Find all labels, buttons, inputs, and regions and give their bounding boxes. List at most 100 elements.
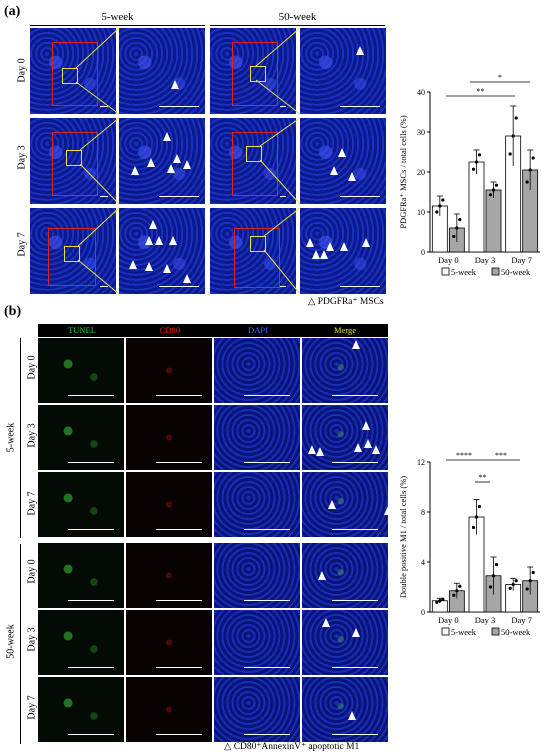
data-point: [488, 585, 493, 589]
micrograph-a-5w-day0-zoom: [119, 28, 205, 114]
scale-bar: [244, 600, 290, 602]
micrograph-a-5w-day3-zoom: [119, 118, 205, 204]
y-tick-label: 12: [417, 458, 425, 467]
scale-bar: [68, 529, 114, 531]
scale-bar: [68, 667, 114, 669]
micrograph-b-50w-day7-cd80: [126, 677, 212, 742]
scale-bar: [244, 734, 290, 736]
bar-50-week-day3: [485, 189, 502, 253]
x-tick-label: Day 3: [475, 255, 496, 265]
panel-b-group-50week: 50-week: [5, 624, 17, 659]
data-point: [452, 234, 456, 238]
arrowhead-marker: [362, 421, 370, 430]
micrograph-b-5w-day0-tunel: [38, 338, 124, 403]
bar-5-week-day3: [468, 161, 485, 253]
data-point: [455, 226, 459, 230]
micrograph-b-5w-day3-tunel: [38, 405, 124, 470]
micrograph-a-5w-day7-overview: [30, 208, 116, 294]
arrowhead-marker: [328, 500, 336, 509]
panel-b-50w-row-day7: Day 7: [26, 695, 38, 720]
legend-label-5-week: 5-week: [451, 627, 477, 637]
micrograph-a-50w-day3-zoom: [300, 118, 386, 204]
legend-swatch-50-week: [491, 267, 500, 276]
micrograph-b-50w-day7-merge: [302, 677, 388, 742]
micrograph-a-50w-day7-zoom: [300, 208, 386, 294]
legend-swatch-50-week: [491, 627, 500, 636]
micrograph-b-5w-day0-dapi: [214, 338, 300, 403]
panel-a-row-day7: Day 7: [16, 232, 28, 257]
panel-a-group-line-5week: [30, 25, 205, 26]
y-tick-label: 4: [421, 558, 425, 567]
micrograph-b-50w-day0-dapi: [214, 543, 300, 608]
arrowhead-marker: [316, 447, 324, 456]
panel-b-group-5week: 5-week: [5, 422, 17, 453]
micrograph-b-50w-day3-dapi: [214, 610, 300, 675]
scale-bar: [68, 600, 114, 602]
micrograph-a-50w-day0-zoom: [300, 28, 386, 114]
scale-bar: [156, 667, 202, 669]
channel-label-tunel: TUNEL: [38, 325, 126, 335]
arrowhead-marker: [372, 445, 380, 454]
data-point: [471, 167, 476, 171]
arrowhead-marker: [354, 443, 362, 452]
scale-bar: [332, 667, 378, 669]
micrograph-b-5w-day3-cd80: [126, 405, 212, 470]
data-point: [474, 160, 479, 164]
panel-a-marker-legend: △ PDGFRa⁺ MSCs: [308, 296, 384, 307]
scale-bar: [156, 395, 202, 397]
x-tick-label: Day 0: [438, 615, 459, 625]
panel-a-image-grid: [30, 28, 388, 294]
panel-b-image-grid: [38, 338, 392, 742]
significance-label: **: [479, 473, 487, 482]
data-point: [488, 193, 493, 197]
legend-label-50-week: 50-week: [501, 267, 531, 277]
micrograph-b-5w-day7-cd80: [126, 472, 212, 537]
data-point: [528, 579, 532, 583]
micrograph-b-50w-day0-cd80: [126, 543, 212, 608]
panel-b-label: (b): [4, 304, 22, 319]
scale-bar: [244, 667, 290, 669]
data-point: [455, 589, 459, 593]
data-point: [458, 218, 462, 222]
data-point: [491, 188, 496, 192]
panel-b-bar-chart: 0 4 8 12 Double positive M1 / total cells (%…: [398, 451, 540, 637]
scale-bar: [244, 395, 290, 397]
panel-a-group-50week: 50-week: [278, 11, 317, 23]
panel-a-group-line-50week: [210, 25, 385, 26]
data-point: [435, 210, 439, 214]
scale-bar: [68, 395, 114, 397]
legend-swatch-5-week: [441, 267, 450, 276]
arrowhead-marker: [352, 628, 360, 637]
y-tick-label: 30: [417, 128, 425, 137]
panel-b-50w-row-day0: Day 0: [26, 559, 38, 584]
data-point: [458, 584, 462, 588]
y-axis-label: PDGFRa⁺ MSCs / total cells (%): [398, 115, 408, 229]
channel-label-merge: Merge: [302, 325, 388, 335]
micrograph-a-50w-day3-overview: [210, 118, 296, 204]
data-point: [441, 597, 445, 601]
scale-bar: [244, 529, 290, 531]
panel-a-row-day0: Day 0: [16, 58, 28, 83]
micrograph-b-5w-day7-tunel: [38, 472, 124, 537]
panel-a-bar-chart: 0 10 20 30 40 PDGFRa⁺ MSCs / total cells (%) D…: [398, 73, 540, 277]
y-tick-label: 0: [421, 608, 425, 617]
data-point: [514, 579, 518, 583]
micrograph-b-50w-day0-merge: [302, 543, 388, 608]
data-point: [441, 198, 445, 202]
data-point: [514, 116, 518, 120]
scale-bar: [332, 529, 378, 531]
micrograph-b-50w-day7-dapi: [214, 677, 300, 742]
significance-label: ***: [495, 451, 507, 460]
scale-bar: [244, 462, 290, 464]
data-point: [531, 156, 535, 160]
y-axis-label: Double positive M1 / total cells (%): [398, 476, 408, 598]
micrograph-b-50w-day3-cd80: [126, 610, 212, 675]
micrograph-b-50w-day0-tunel: [38, 543, 124, 608]
x-tick-label: Day 7: [511, 615, 532, 625]
data-point: [477, 153, 482, 157]
scale-bar: [332, 395, 378, 397]
data-point: [452, 593, 456, 597]
y-tick-label: 8: [421, 508, 425, 517]
micrograph-b-50w-day3-merge: [302, 610, 388, 675]
panel-b-5w-row-day3: Day 3: [26, 423, 38, 448]
